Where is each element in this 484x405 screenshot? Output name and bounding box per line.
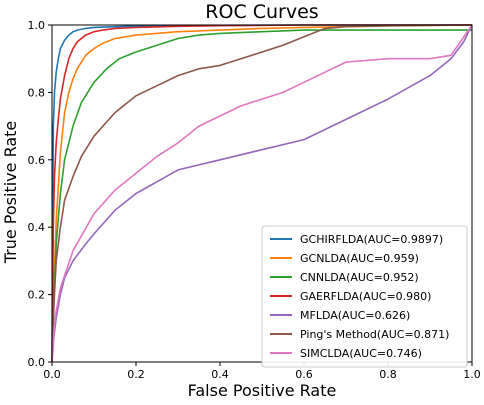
y-axis-label: True Positive Rate xyxy=(1,121,20,265)
plot-area xyxy=(51,24,473,363)
legend-label-4: MFLDA(AUC=0.626) xyxy=(300,309,410,322)
legend-label-0: GCHIRFLDA(AUC=0.9897) xyxy=(300,233,443,246)
legend-label-1: GCNLDA(AUC=0.959) xyxy=(300,252,419,265)
x-axis-label: False Positive Rate xyxy=(188,381,337,400)
y-tick-label: 0.6 xyxy=(28,154,46,167)
legend-label-5: Ping's Method(AUC=0.871) xyxy=(300,328,449,341)
y-tick-label: 0.0 xyxy=(28,356,46,369)
legend: GCHIRFLDA(AUC=0.9897) GCNLDA(AUC=0.959) CN… xyxy=(261,225,468,368)
x-tick-label: 0.2 xyxy=(127,368,145,381)
legend-label-3: GAERFLDA(AUC=0.980) xyxy=(300,290,431,303)
legend-label-6: SIMCLDA(AUC=0.746) xyxy=(300,347,422,360)
y-tick-label: 1.0 xyxy=(28,19,46,32)
x-tick-label: 0.4 xyxy=(211,368,229,381)
y-axis-ticks: 0.0 0.2 0.4 0.6 0.8 1.0 xyxy=(28,19,52,369)
series-line-5 xyxy=(51,24,473,363)
legend-box xyxy=(261,225,468,368)
series-line-3 xyxy=(51,24,472,363)
legend-label-2: CNNLDA(AUC=0.952) xyxy=(300,271,419,284)
y-tick-label: 0.2 xyxy=(28,289,46,302)
x-axis-ticks: 0.0 0.2 0.4 0.6 0.8 1.0 xyxy=(43,362,481,381)
series-line-1 xyxy=(51,24,473,363)
x-tick-label: 1.0 xyxy=(463,368,481,381)
chart-title: ROC Curves xyxy=(205,1,318,23)
x-tick-label: 0.8 xyxy=(379,368,397,381)
series-line-6 xyxy=(51,24,473,363)
x-tick-label: 0.0 xyxy=(43,368,61,381)
series-line-4 xyxy=(51,24,473,363)
series-line-2 xyxy=(51,29,472,363)
x-tick-label: 0.6 xyxy=(295,368,313,381)
y-tick-label: 0.4 xyxy=(28,221,46,234)
y-tick-label: 0.8 xyxy=(28,86,46,99)
